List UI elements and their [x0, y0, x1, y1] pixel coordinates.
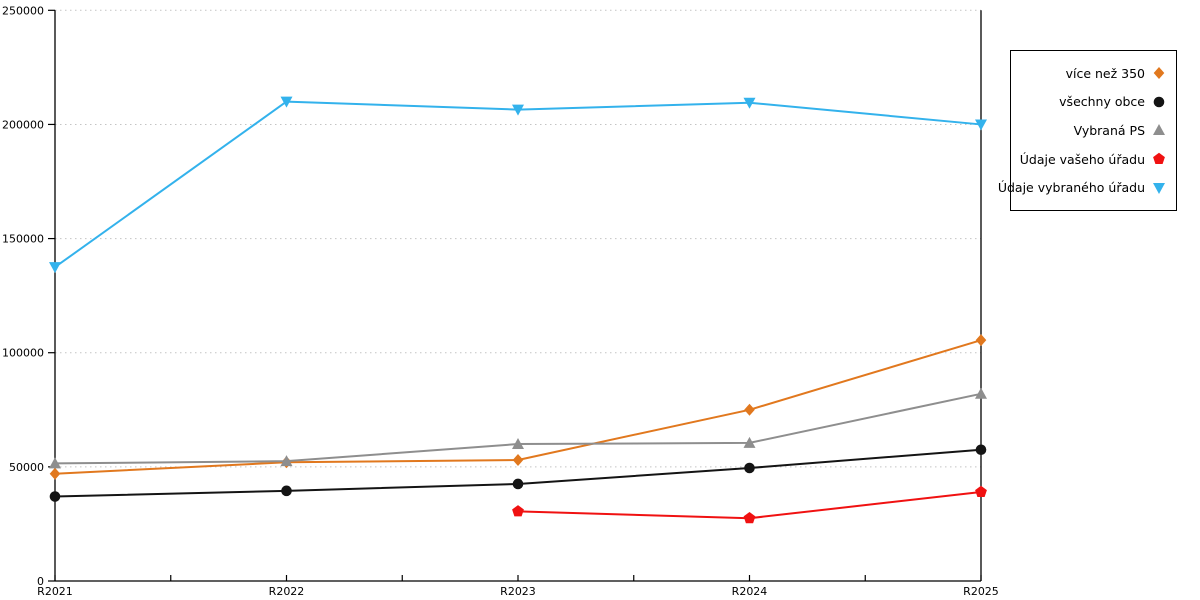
data-point-triangle-down — [512, 104, 524, 116]
x-tick-label: R2023 — [500, 585, 536, 598]
series-údaje-vybraného-úřadu — [49, 96, 987, 274]
legend-item: všechny obce — [1023, 88, 1166, 117]
data-point-diamond — [512, 454, 524, 467]
data-point-circle — [281, 485, 292, 497]
data-point-diamond — [975, 334, 987, 347]
data-point-circle — [49, 491, 61, 502]
y-tick-label: 200000 — [2, 118, 44, 131]
series-všechny-obce — [49, 444, 987, 502]
y-tick-label: 250000 — [2, 4, 44, 17]
triangle-up-icon — [1153, 124, 1165, 136]
y-tick-label: 150000 — [2, 233, 44, 246]
circle-icon — [1153, 96, 1165, 108]
x-tick-label: R2021 — [37, 585, 73, 598]
data-point-triangle-down — [743, 97, 756, 109]
data-point-triangle-up — [1153, 124, 1165, 136]
legend-label: více než 350 — [1065, 65, 1145, 81]
data-point-pentagon — [1153, 152, 1165, 165]
y-tick-label: 0 — [37, 575, 44, 588]
pentagon-icon — [1153, 152, 1165, 165]
legend-label: Vybraná PS — [1073, 122, 1145, 138]
legend-item: Vybraná PS — [1023, 116, 1166, 145]
data-point-triangle-down — [975, 119, 987, 131]
x-tick-label: R2024 — [732, 585, 768, 598]
data-point-triangle-down — [1153, 182, 1165, 194]
data-point-triangle-up — [49, 457, 61, 469]
x-tick-label: R2025 — [963, 585, 999, 598]
data-point-diamond — [49, 467, 61, 480]
data-point-triangle-down — [280, 96, 293, 108]
legend-item: Údaje vašeho úřadu — [1019, 145, 1166, 174]
data-point-pentagon — [975, 485, 987, 497]
data-point-circle — [1153, 96, 1165, 108]
legend-label: Údaje vybraného úřadu — [997, 180, 1145, 196]
series-více-než-350 — [49, 334, 987, 480]
legend-label: Údaje vašeho úřadu — [1019, 151, 1145, 167]
data-point-triangle-up — [975, 387, 987, 399]
diamond-icon — [1153, 67, 1165, 80]
legend: více než 350 všechny obce Vybraná PS Údaje … — [998, 50, 1177, 211]
legend-item: více než 350 — [1023, 59, 1166, 88]
y-tick-label: 50000 — [9, 461, 44, 474]
data-point-triangle-up — [280, 455, 293, 467]
legend-label: všechny obce — [1059, 94, 1145, 110]
data-point-pentagon — [743, 512, 756, 524]
data-point-triangle-up — [512, 438, 524, 450]
series-vybraná-ps — [49, 387, 987, 469]
data-point-triangle-down — [49, 262, 61, 274]
series-line — [54, 100, 982, 269]
data-point-circle — [512, 478, 524, 490]
data-point-circle — [744, 462, 755, 474]
y-tick-label: 100000 — [2, 347, 44, 360]
data-point-pentagon — [512, 505, 524, 517]
triangle-down-icon — [1153, 182, 1165, 194]
series-údaje-vašeho-úřadu — [512, 485, 987, 524]
legend-item: Údaje vybraného úřadu — [998, 173, 1166, 202]
data-point-diamond — [1153, 67, 1165, 80]
series-line — [54, 339, 982, 475]
x-tick-label: R2022 — [269, 585, 305, 598]
series-line — [54, 392, 982, 465]
data-point-triangle-up — [743, 436, 756, 448]
data-point-diamond — [744, 403, 755, 416]
data-point-circle — [975, 444, 987, 456]
